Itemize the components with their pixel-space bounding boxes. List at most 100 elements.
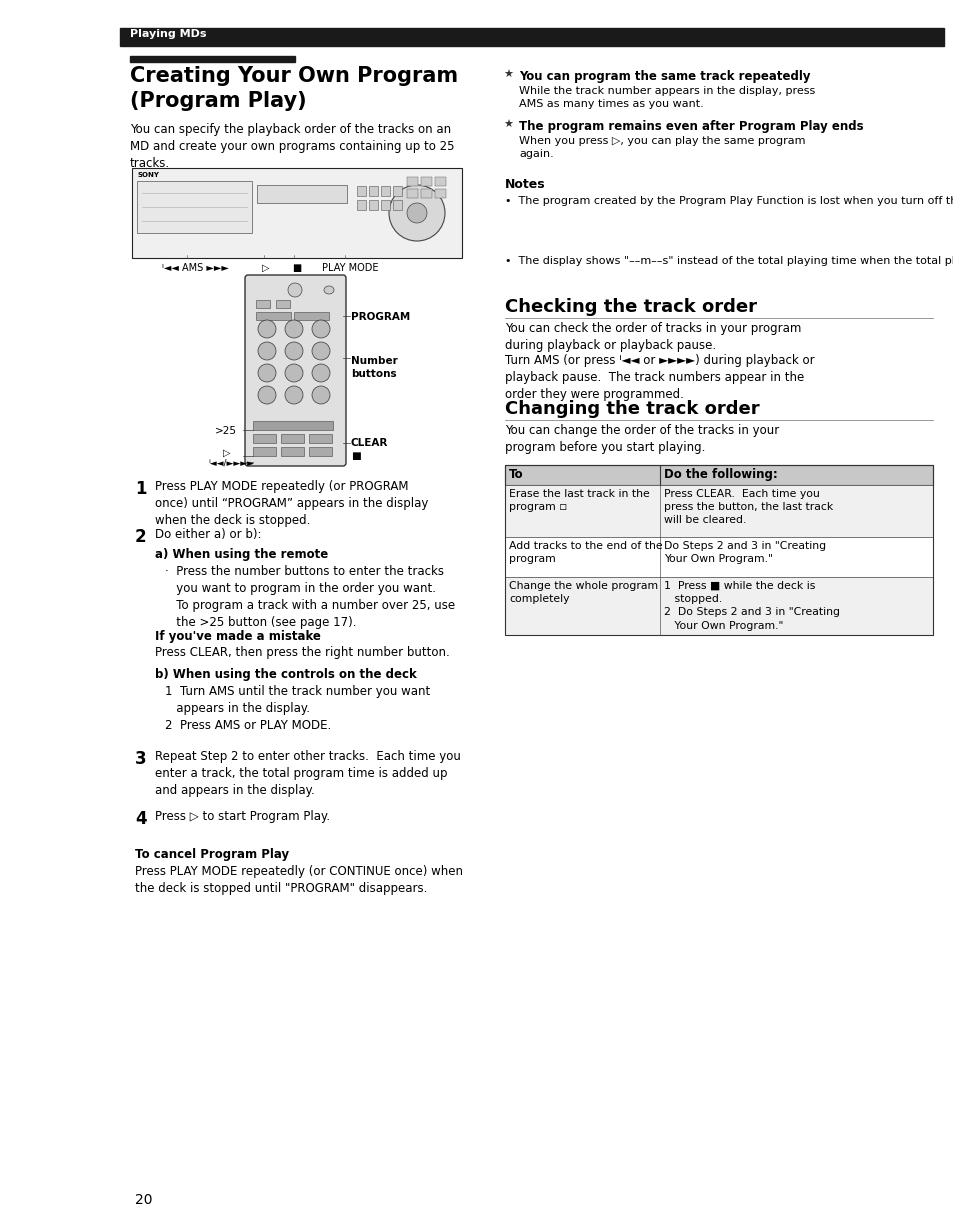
Text: ·  Press the number buttons to enter the tracks
   you want to program in the or: · Press the number buttons to enter the … (165, 565, 455, 629)
Bar (504, 537, 932, 577)
Circle shape (257, 364, 275, 382)
Circle shape (257, 387, 275, 404)
Text: To: To (509, 468, 523, 481)
Text: ★: ★ (502, 70, 513, 80)
Text: •  The program created by the Program Play Function is lost when you turn off th: • The program created by the Program Pla… (504, 196, 953, 206)
Bar (253, 435, 275, 443)
Bar (504, 485, 932, 537)
Text: Do the following:: Do the following: (663, 468, 777, 481)
Bar (309, 447, 332, 455)
Text: SONY: SONY (138, 172, 160, 178)
Text: >25: >25 (214, 426, 236, 436)
Text: The program remains even after Program Play ends: The program remains even after Program P… (518, 119, 862, 133)
Text: Press ▷ to start Program Play.: Press ▷ to start Program Play. (154, 810, 330, 824)
Text: Press CLEAR, then press the right number button.: Press CLEAR, then press the right number… (154, 646, 449, 659)
Bar (253, 421, 333, 430)
Text: ᑊ◄◄/►►►►: ᑊ◄◄/►►►► (208, 458, 253, 467)
Bar (435, 177, 446, 186)
Text: ■: ■ (351, 451, 360, 460)
Circle shape (312, 320, 330, 339)
Circle shape (285, 387, 303, 404)
Text: Notes: Notes (504, 178, 545, 191)
Text: ★: ★ (502, 119, 513, 130)
Bar (420, 177, 432, 186)
Bar (369, 186, 377, 196)
Bar (255, 300, 270, 308)
Bar (256, 185, 347, 203)
Bar (132, 167, 461, 259)
Circle shape (288, 283, 302, 297)
Text: 3: 3 (135, 750, 147, 768)
Text: PLAY MODE: PLAY MODE (322, 263, 378, 273)
Circle shape (257, 342, 275, 359)
Text: Number
buttons: Number buttons (351, 356, 397, 379)
Text: •  The display shows "––m––s" instead of the total playing time when the total p: • The display shows "––m––s" instead of … (504, 256, 953, 266)
Text: Checking the track order: Checking the track order (504, 298, 757, 316)
Circle shape (285, 342, 303, 359)
Text: Playing MDs: Playing MDs (130, 30, 206, 39)
Ellipse shape (324, 286, 334, 294)
Text: Turn AMS (or press ᑊ◄◄ or ►►►►) during playback or
playback pause.  The track nu: Turn AMS (or press ᑊ◄◄ or ►►►►) during p… (504, 355, 814, 401)
Bar (393, 186, 401, 196)
Circle shape (285, 320, 303, 339)
Text: ■: ■ (292, 263, 301, 273)
Text: Do Steps 2 and 3 in "Creating
Your Own Program.": Do Steps 2 and 3 in "Creating Your Own P… (663, 540, 825, 564)
Bar (137, 181, 252, 233)
Text: CLEAR: CLEAR (351, 438, 388, 448)
Text: b) When using the controls on the deck: b) When using the controls on the deck (154, 668, 416, 681)
Bar (255, 311, 291, 320)
Text: 1  Turn AMS until the track number you want
   appears in the display.
2  Press : 1 Turn AMS until the track number you wa… (165, 684, 430, 732)
Bar (369, 199, 377, 211)
Bar (407, 177, 417, 186)
Text: Press CLEAR.  Each time you
press the button, the last track
will be cleared.: Press CLEAR. Each time you press the but… (663, 489, 832, 526)
Text: Erase the last track in the
program ◽: Erase the last track in the program ◽ (509, 489, 649, 512)
Bar (294, 311, 329, 320)
Text: Do either a) or b):: Do either a) or b): (154, 528, 261, 540)
Text: While the track number appears in the display, press
AMS as many times as you wa: While the track number appears in the di… (518, 86, 815, 110)
Circle shape (389, 185, 444, 241)
Bar (253, 447, 275, 455)
Circle shape (312, 364, 330, 382)
Text: You can check the order of tracks in your program
during playback or playback pa: You can check the order of tracks in you… (504, 323, 801, 352)
Text: PROGRAM: PROGRAM (351, 311, 410, 323)
Text: Press PLAY MODE repeatedly (or PROGRAM
once) until “PROGRAM” appears in the disp: Press PLAY MODE repeatedly (or PROGRAM o… (154, 480, 428, 527)
Bar (275, 300, 290, 308)
Bar (393, 199, 401, 211)
Text: ▷: ▷ (223, 448, 231, 458)
Text: 1: 1 (135, 480, 147, 499)
Text: If you've made a mistake: If you've made a mistake (154, 630, 320, 643)
Bar (356, 186, 366, 196)
Text: Press PLAY MODE repeatedly (or CONTINUE once) when
the deck is stopped until "PR: Press PLAY MODE repeatedly (or CONTINUE … (135, 865, 462, 895)
Bar (120, 28, 943, 46)
Bar (380, 199, 390, 211)
Bar (309, 435, 332, 443)
Bar (281, 447, 304, 455)
Text: 4: 4 (135, 810, 147, 828)
FancyBboxPatch shape (245, 275, 346, 467)
Bar (356, 199, 366, 211)
Circle shape (312, 342, 330, 359)
Bar (504, 465, 932, 635)
Bar (281, 435, 304, 443)
Text: 2: 2 (135, 528, 147, 547)
Bar (380, 186, 390, 196)
Bar (407, 190, 417, 198)
Bar (130, 55, 294, 62)
Text: To cancel Program Play: To cancel Program Play (135, 848, 289, 860)
Circle shape (407, 203, 427, 223)
Text: Repeat Step 2 to enter other tracks.  Each time you
enter a track, the total pro: Repeat Step 2 to enter other tracks. Eac… (154, 750, 460, 796)
Text: ▷: ▷ (262, 263, 269, 273)
Bar (420, 190, 432, 198)
Text: Changing the track order: Changing the track order (504, 400, 759, 419)
Text: a) When using the remote: a) When using the remote (154, 548, 328, 561)
Bar (504, 577, 932, 635)
Text: When you press ▷, you can play the same program
again.: When you press ▷, you can play the same … (518, 135, 804, 159)
Text: You can change the order of the tracks in your
program before you start playing.: You can change the order of the tracks i… (504, 423, 779, 454)
Text: Creating Your Own Program: Creating Your Own Program (130, 66, 457, 86)
Bar (435, 190, 446, 198)
Text: (Program Play): (Program Play) (130, 91, 306, 111)
Text: 20: 20 (135, 1193, 152, 1208)
Text: You can program the same track repeatedly: You can program the same track repeatedl… (518, 70, 810, 82)
Bar (504, 465, 932, 485)
Text: Add tracks to the end of the
program: Add tracks to the end of the program (509, 540, 662, 564)
